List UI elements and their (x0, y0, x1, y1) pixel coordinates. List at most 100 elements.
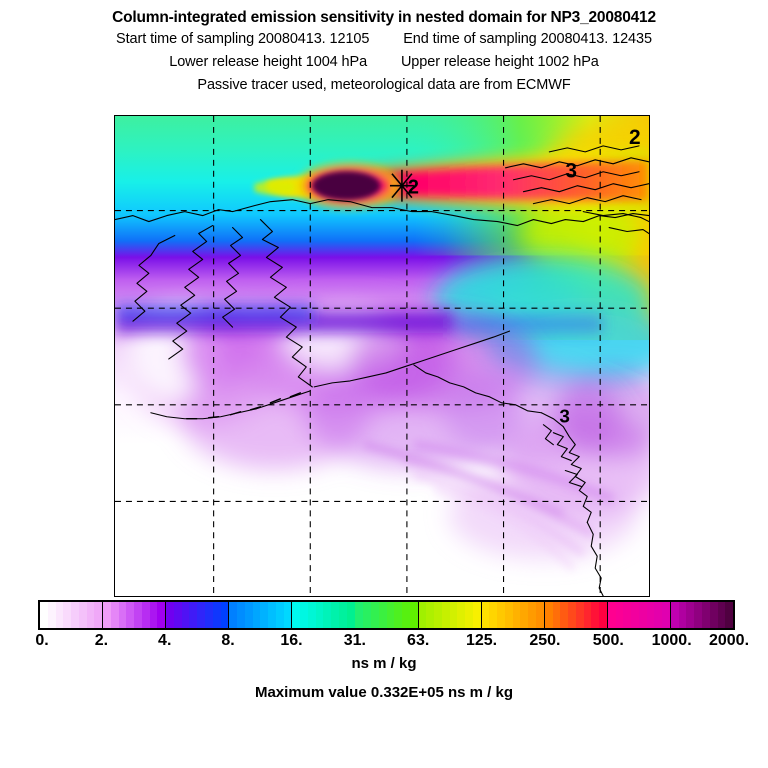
colorbar-subband (654, 602, 663, 628)
colorbar-segment (418, 602, 482, 628)
colorbar-subband (283, 602, 292, 628)
release-height-line: Lower release height 1004 hPa Upper rele… (0, 51, 768, 74)
colorbar-subband (575, 602, 584, 628)
colorbar-tick-label: 4. (158, 632, 172, 649)
colorbar-subband (694, 602, 702, 628)
map-label-3-lower-right: 3 (559, 407, 570, 428)
colorbar-subband (489, 602, 498, 628)
colorbar-subband (275, 602, 284, 628)
colorbar-subband (670, 602, 679, 628)
start-time-label: Start time of sampling 20080413. 12105 (116, 31, 370, 47)
coastline-overlay (115, 145, 649, 596)
colorbar-subband (725, 602, 734, 628)
colorbar-subband (40, 602, 48, 628)
colorbar-segment (607, 602, 671, 628)
colorbar-subband (71, 602, 79, 628)
colorbar-subband (512, 602, 521, 628)
colorbar-tick-labels: 0. 2. 4. 8. 16. 31. 63. 125. 250. 500. 1000. 2000. (35, 632, 749, 654)
colorbar-subband (197, 602, 206, 628)
page-title: Column-integrated emission sensitivity i… (112, 9, 656, 26)
colorbar-tick-label: 8. (221, 632, 235, 649)
lower-release-height-label: Lower release height 1004 hPa (169, 54, 368, 70)
colorbar-tick-label: 250. (529, 632, 561, 649)
colorbar-subband (331, 602, 339, 628)
colorbar-subband (472, 602, 481, 628)
colorbar-subband (260, 602, 269, 628)
colorbar-subband (702, 602, 710, 628)
colorbar-subband (363, 602, 371, 628)
colorbar-subband (86, 602, 95, 628)
colorbar-subband (552, 602, 561, 628)
colorbar-subband (638, 602, 647, 628)
release-marker-label-2: 2 (408, 177, 419, 199)
colorbar-segment (355, 602, 419, 628)
colorbar-subband (497, 602, 505, 628)
upper-release-height-label: Upper release height 1002 hPa (400, 54, 599, 70)
colorbar-subband (418, 602, 427, 628)
colorbar-subband (662, 602, 670, 628)
colorbar-subband (78, 602, 87, 628)
colorbar-subband (536, 602, 544, 628)
colorbar-subband (465, 602, 473, 628)
colorbar-subband (118, 602, 127, 628)
colorbar-subband (103, 602, 111, 628)
colorbar-subband (157, 602, 166, 628)
colorbar-subband (181, 602, 190, 628)
colorbar-subband (378, 602, 387, 628)
colorbar-subband (528, 602, 537, 628)
colorbar-tick-label: 500. (592, 632, 624, 649)
colorbar-segment (229, 602, 293, 628)
colorbar-segment (166, 602, 230, 628)
colorbar-subband (355, 602, 364, 628)
colorbar-subband (544, 602, 553, 628)
colorbar-subband (173, 602, 182, 628)
colorbar-subband (315, 602, 324, 628)
colorbar-subband (449, 602, 458, 628)
map-label-2-upper-right: 2 (629, 126, 641, 149)
colorbar-segment (544, 602, 608, 628)
colorbar-subband (441, 602, 450, 628)
colorbar-tick-label: 16. (280, 632, 303, 649)
colorbar-subband (212, 602, 221, 628)
colorbar-subband (149, 602, 158, 628)
map-label-3-upper-right: 3 (565, 160, 577, 183)
colorbar-subband (568, 602, 576, 628)
colorbar-subband (94, 602, 103, 628)
colorbar-subband (402, 602, 410, 628)
colorbar-subband (244, 602, 253, 628)
colorbar-subband (237, 602, 245, 628)
colorbar-subband (55, 602, 64, 628)
colorbar-subband (631, 602, 639, 628)
colorbar-subband (220, 602, 229, 628)
colorbar-subband (709, 602, 718, 628)
colorbar-tick-label: 2. (94, 632, 109, 649)
colorbar-subband (615, 602, 624, 628)
colorbar-subband (457, 602, 466, 628)
emission-sensitivity-heatmap: 2 2 3 3 (115, 116, 649, 596)
colorbar-subband (434, 602, 442, 628)
colorbar-subband (126, 602, 135, 628)
colorbar-subband (599, 602, 607, 628)
colorbar-segment (670, 602, 734, 628)
colorbar-subband (338, 602, 347, 628)
colorbar-subband (717, 602, 726, 628)
colorbar-tick-label: 0. (35, 632, 49, 649)
meteo-source-label: Passive tracer used, meteorological data… (197, 77, 571, 93)
colorbar-gradient[interactable] (38, 600, 735, 630)
colorbar-subband (300, 602, 308, 628)
colorbar-subband (560, 602, 569, 628)
colorbar-subband (504, 602, 513, 628)
colorbar-subband (646, 602, 655, 628)
colorbar-subband (229, 602, 238, 628)
colorbar-subband (583, 602, 592, 628)
colorbar-segment (40, 602, 104, 628)
colorbar-subband (409, 602, 418, 628)
colorbar-subband (268, 602, 276, 628)
colorbar-subband (591, 602, 600, 628)
sampling-times-line: Start time of sampling 20080413. 12105 E… (0, 28, 768, 51)
colorbar-subband (134, 602, 142, 628)
colorbar-subband (141, 602, 150, 628)
colorbar-subband (607, 602, 616, 628)
map-plot-area[interactable]: 2 2 3 3 (114, 115, 650, 597)
